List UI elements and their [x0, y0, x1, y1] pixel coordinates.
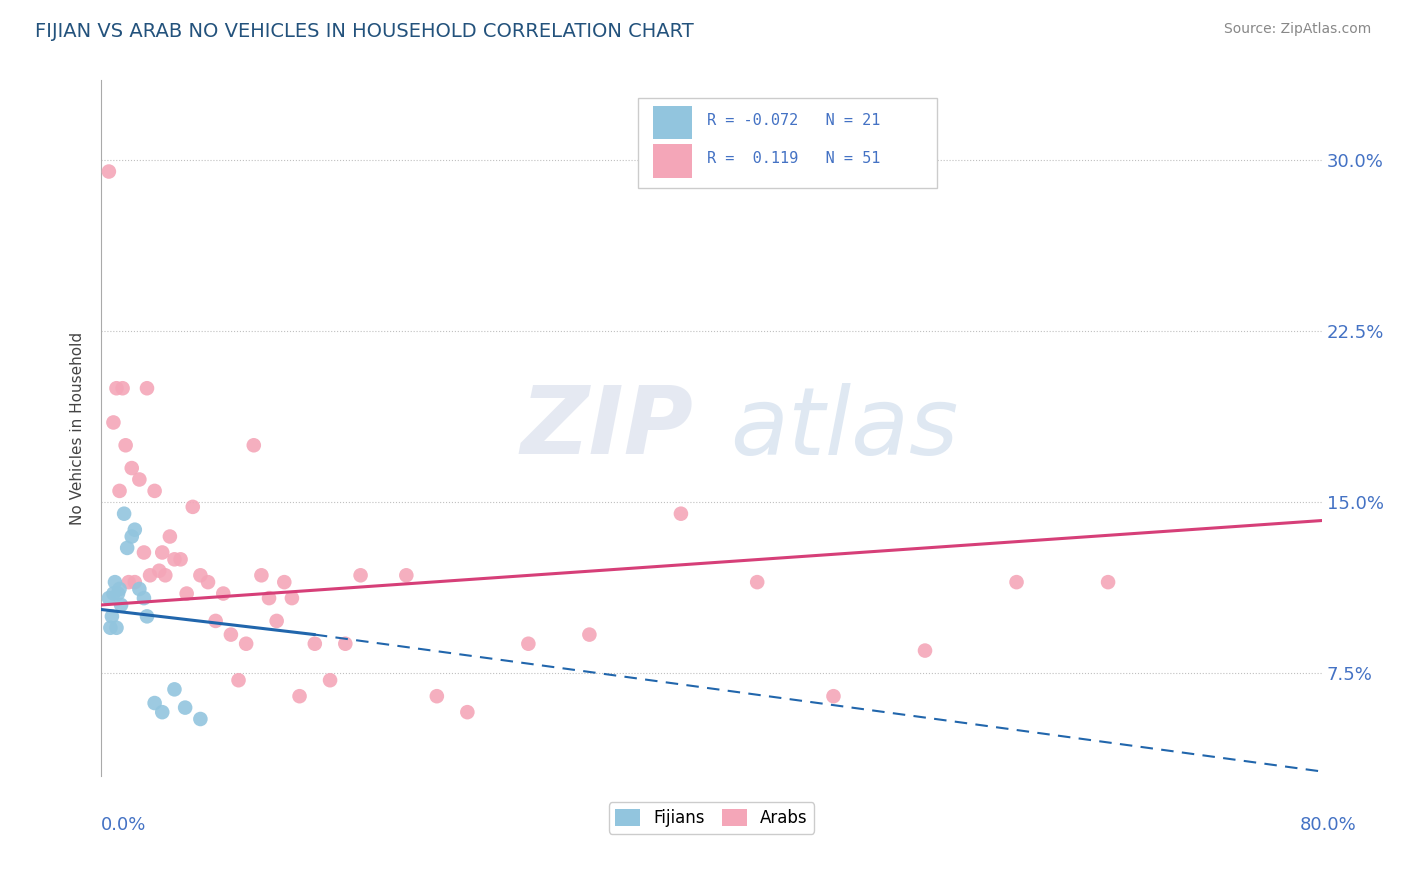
- Point: [111, 381, 134, 395]
- Point: [242, 438, 264, 452]
- Point: [128, 473, 150, 487]
- Point: [176, 586, 198, 600]
- Point: [288, 689, 311, 703]
- Point: [747, 575, 769, 590]
- Point: [250, 568, 273, 582]
- FancyBboxPatch shape: [652, 106, 692, 139]
- Point: [174, 700, 197, 714]
- Point: [219, 627, 242, 641]
- Point: [228, 673, 250, 688]
- Point: [150, 705, 173, 719]
- Point: [914, 643, 936, 657]
- Text: R = -0.072   N = 21: R = -0.072 N = 21: [707, 113, 880, 128]
- Point: [257, 591, 280, 606]
- Point: [349, 568, 371, 582]
- Point: [132, 591, 155, 606]
- Point: [426, 689, 449, 703]
- Text: 0.0%: 0.0%: [101, 816, 146, 834]
- Point: [105, 381, 128, 395]
- Point: [143, 483, 166, 498]
- Point: [132, 545, 155, 559]
- Point: [304, 637, 326, 651]
- Text: atlas: atlas: [730, 383, 957, 474]
- Text: ZIP: ZIP: [520, 382, 693, 475]
- Point: [163, 552, 186, 566]
- Point: [139, 568, 162, 582]
- Point: [114, 438, 136, 452]
- Point: [190, 568, 212, 582]
- Y-axis label: No Vehicles in Household: No Vehicles in Household: [70, 332, 86, 524]
- Point: [136, 609, 159, 624]
- Point: [97, 164, 120, 178]
- Point: [197, 575, 219, 590]
- Point: [212, 586, 235, 600]
- Point: [121, 461, 143, 475]
- FancyBboxPatch shape: [638, 98, 938, 188]
- Point: [136, 381, 159, 395]
- Point: [110, 598, 132, 612]
- Point: [103, 416, 125, 430]
- Point: [128, 582, 150, 596]
- Point: [823, 689, 845, 703]
- Text: FIJIAN VS ARAB NO VEHICLES IN HOUSEHOLD CORRELATION CHART: FIJIAN VS ARAB NO VEHICLES IN HOUSEHOLD …: [35, 22, 695, 41]
- Point: [107, 586, 129, 600]
- Point: [1097, 575, 1119, 590]
- Point: [159, 529, 181, 543]
- Text: R =  0.119   N = 51: R = 0.119 N = 51: [707, 152, 880, 167]
- Point: [335, 637, 357, 651]
- Point: [266, 614, 288, 628]
- Point: [456, 705, 478, 719]
- Point: [517, 637, 540, 651]
- Point: [108, 483, 131, 498]
- Point: [121, 529, 143, 543]
- Point: [155, 568, 177, 582]
- Point: [97, 591, 120, 606]
- Point: [112, 507, 135, 521]
- Point: [124, 523, 146, 537]
- Point: [190, 712, 212, 726]
- Point: [181, 500, 204, 514]
- Point: [103, 586, 125, 600]
- Point: [1005, 575, 1028, 590]
- Point: [281, 591, 304, 606]
- Point: [169, 552, 191, 566]
- Point: [319, 673, 342, 688]
- Text: Source: ZipAtlas.com: Source: ZipAtlas.com: [1223, 22, 1371, 37]
- Point: [115, 541, 138, 555]
- Point: [108, 582, 131, 596]
- Point: [148, 564, 170, 578]
- Point: [273, 575, 295, 590]
- Text: 80.0%: 80.0%: [1301, 816, 1357, 834]
- Point: [150, 545, 173, 559]
- Point: [578, 627, 600, 641]
- Point: [235, 637, 257, 651]
- Point: [669, 507, 692, 521]
- Point: [118, 575, 141, 590]
- Point: [143, 696, 166, 710]
- Point: [100, 621, 122, 635]
- Point: [105, 621, 128, 635]
- Point: [101, 609, 124, 624]
- Point: [104, 575, 127, 590]
- Point: [124, 575, 146, 590]
- Legend: Fijians, Arabs: Fijians, Arabs: [609, 802, 814, 834]
- FancyBboxPatch shape: [652, 145, 692, 178]
- Point: [395, 568, 418, 582]
- Point: [204, 614, 226, 628]
- Point: [163, 682, 186, 697]
